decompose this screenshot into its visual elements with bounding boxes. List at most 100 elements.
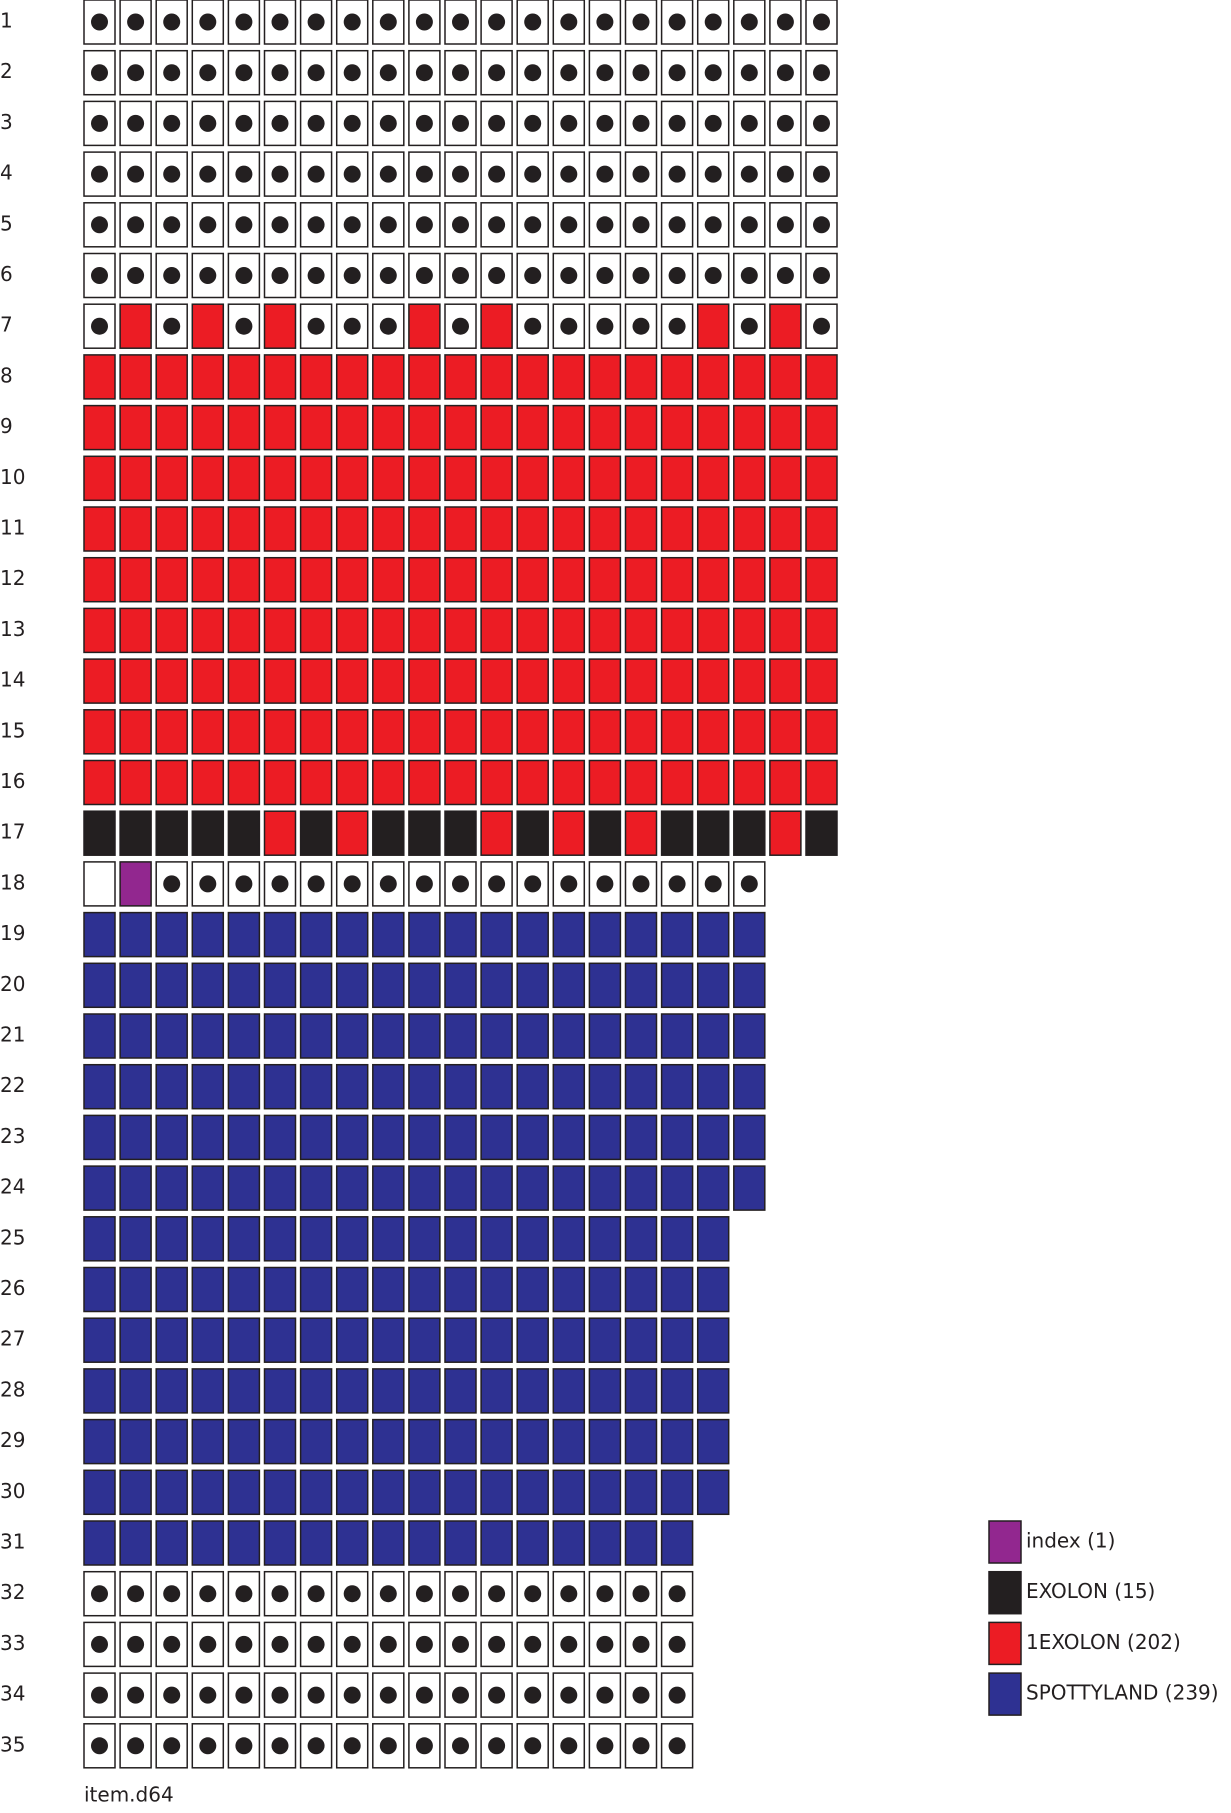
cell [299,709,333,755]
cell [588,1672,622,1718]
cell [191,404,225,451]
cell [372,1368,405,1414]
cell-dot [235,114,253,132]
cell-dot [307,13,325,31]
cell-dot [307,165,325,183]
cell-dot [199,267,217,284]
cell [155,759,188,806]
cell-dot [524,165,542,183]
cell [263,962,297,1009]
cell [444,1368,477,1414]
cell [660,1520,694,1566]
cell [444,1469,477,1516]
cell-dot [199,1635,217,1653]
cell-dot [524,1635,542,1653]
cell [227,810,261,856]
cell [299,810,333,856]
cell [769,0,802,45]
cell-dot [560,1737,578,1755]
cell [769,354,802,400]
cell-dot [235,165,253,183]
cell [372,658,405,704]
cell [696,962,730,1009]
row-label: 27 [0,1327,25,1351]
cell [227,759,261,806]
cell [733,1165,766,1211]
cell-dot [813,64,830,82]
cell-dot [452,13,469,31]
cell [299,556,333,603]
cell-dot [452,216,469,234]
cell [480,506,513,552]
cell [660,1418,694,1465]
cell [516,455,549,502]
cell [372,1418,405,1465]
cell [408,658,441,704]
cell [516,303,549,349]
cell-dot [127,114,145,132]
cell-dot [596,1686,614,1704]
row-label: 15 [0,718,25,742]
cell [408,1570,441,1617]
cell [733,404,766,451]
cell-dot [560,875,578,893]
cell [733,911,766,958]
cell-dot [668,267,686,284]
cell-dot [91,114,108,132]
cell [805,404,838,451]
cell [444,1418,477,1465]
cell-dot [668,1635,686,1653]
cell [263,1317,297,1363]
cell [516,1013,549,1059]
cell-dot [343,165,361,183]
cell [372,1520,405,1566]
cell-dot [813,165,830,183]
cell [227,1216,261,1262]
cell-dot [452,1737,469,1755]
cell [660,1063,694,1110]
cell [155,252,188,299]
cell [299,1266,333,1313]
cell [191,354,225,400]
cell-dot [235,875,253,893]
cell [552,1165,586,1211]
cell [83,861,116,907]
row-label: 12 [0,566,25,590]
cell [516,911,549,958]
cell-dot [235,317,253,335]
cell [805,252,838,299]
row-label: 34 [0,1682,25,1706]
cell-dot [560,1585,578,1603]
cell [552,1114,586,1161]
cell-dot [632,1737,650,1755]
cell-dot [596,1737,614,1755]
cell-dot [704,114,722,132]
cell-dot [560,165,578,183]
cell [588,1469,622,1516]
cell [733,658,766,704]
cell [408,404,441,451]
cell [444,1266,477,1313]
cell [624,1520,658,1566]
cell [588,658,622,704]
cell-dot [271,1686,289,1704]
cell-dot [379,1585,397,1603]
cell [372,1317,405,1363]
cell [516,1520,549,1566]
cell [263,709,297,755]
cell [408,556,441,603]
cell-dot [524,317,542,335]
cell [696,1216,730,1262]
cell [83,1368,116,1414]
cell [696,49,730,96]
row-label: 13 [0,617,25,641]
cell [516,1317,549,1363]
cell [335,1114,369,1161]
cell [83,455,116,502]
cell [155,1063,188,1110]
cell [155,962,188,1009]
cell-dot [271,1585,289,1603]
cell [263,1368,297,1414]
cell [372,607,405,654]
cell [660,607,694,654]
